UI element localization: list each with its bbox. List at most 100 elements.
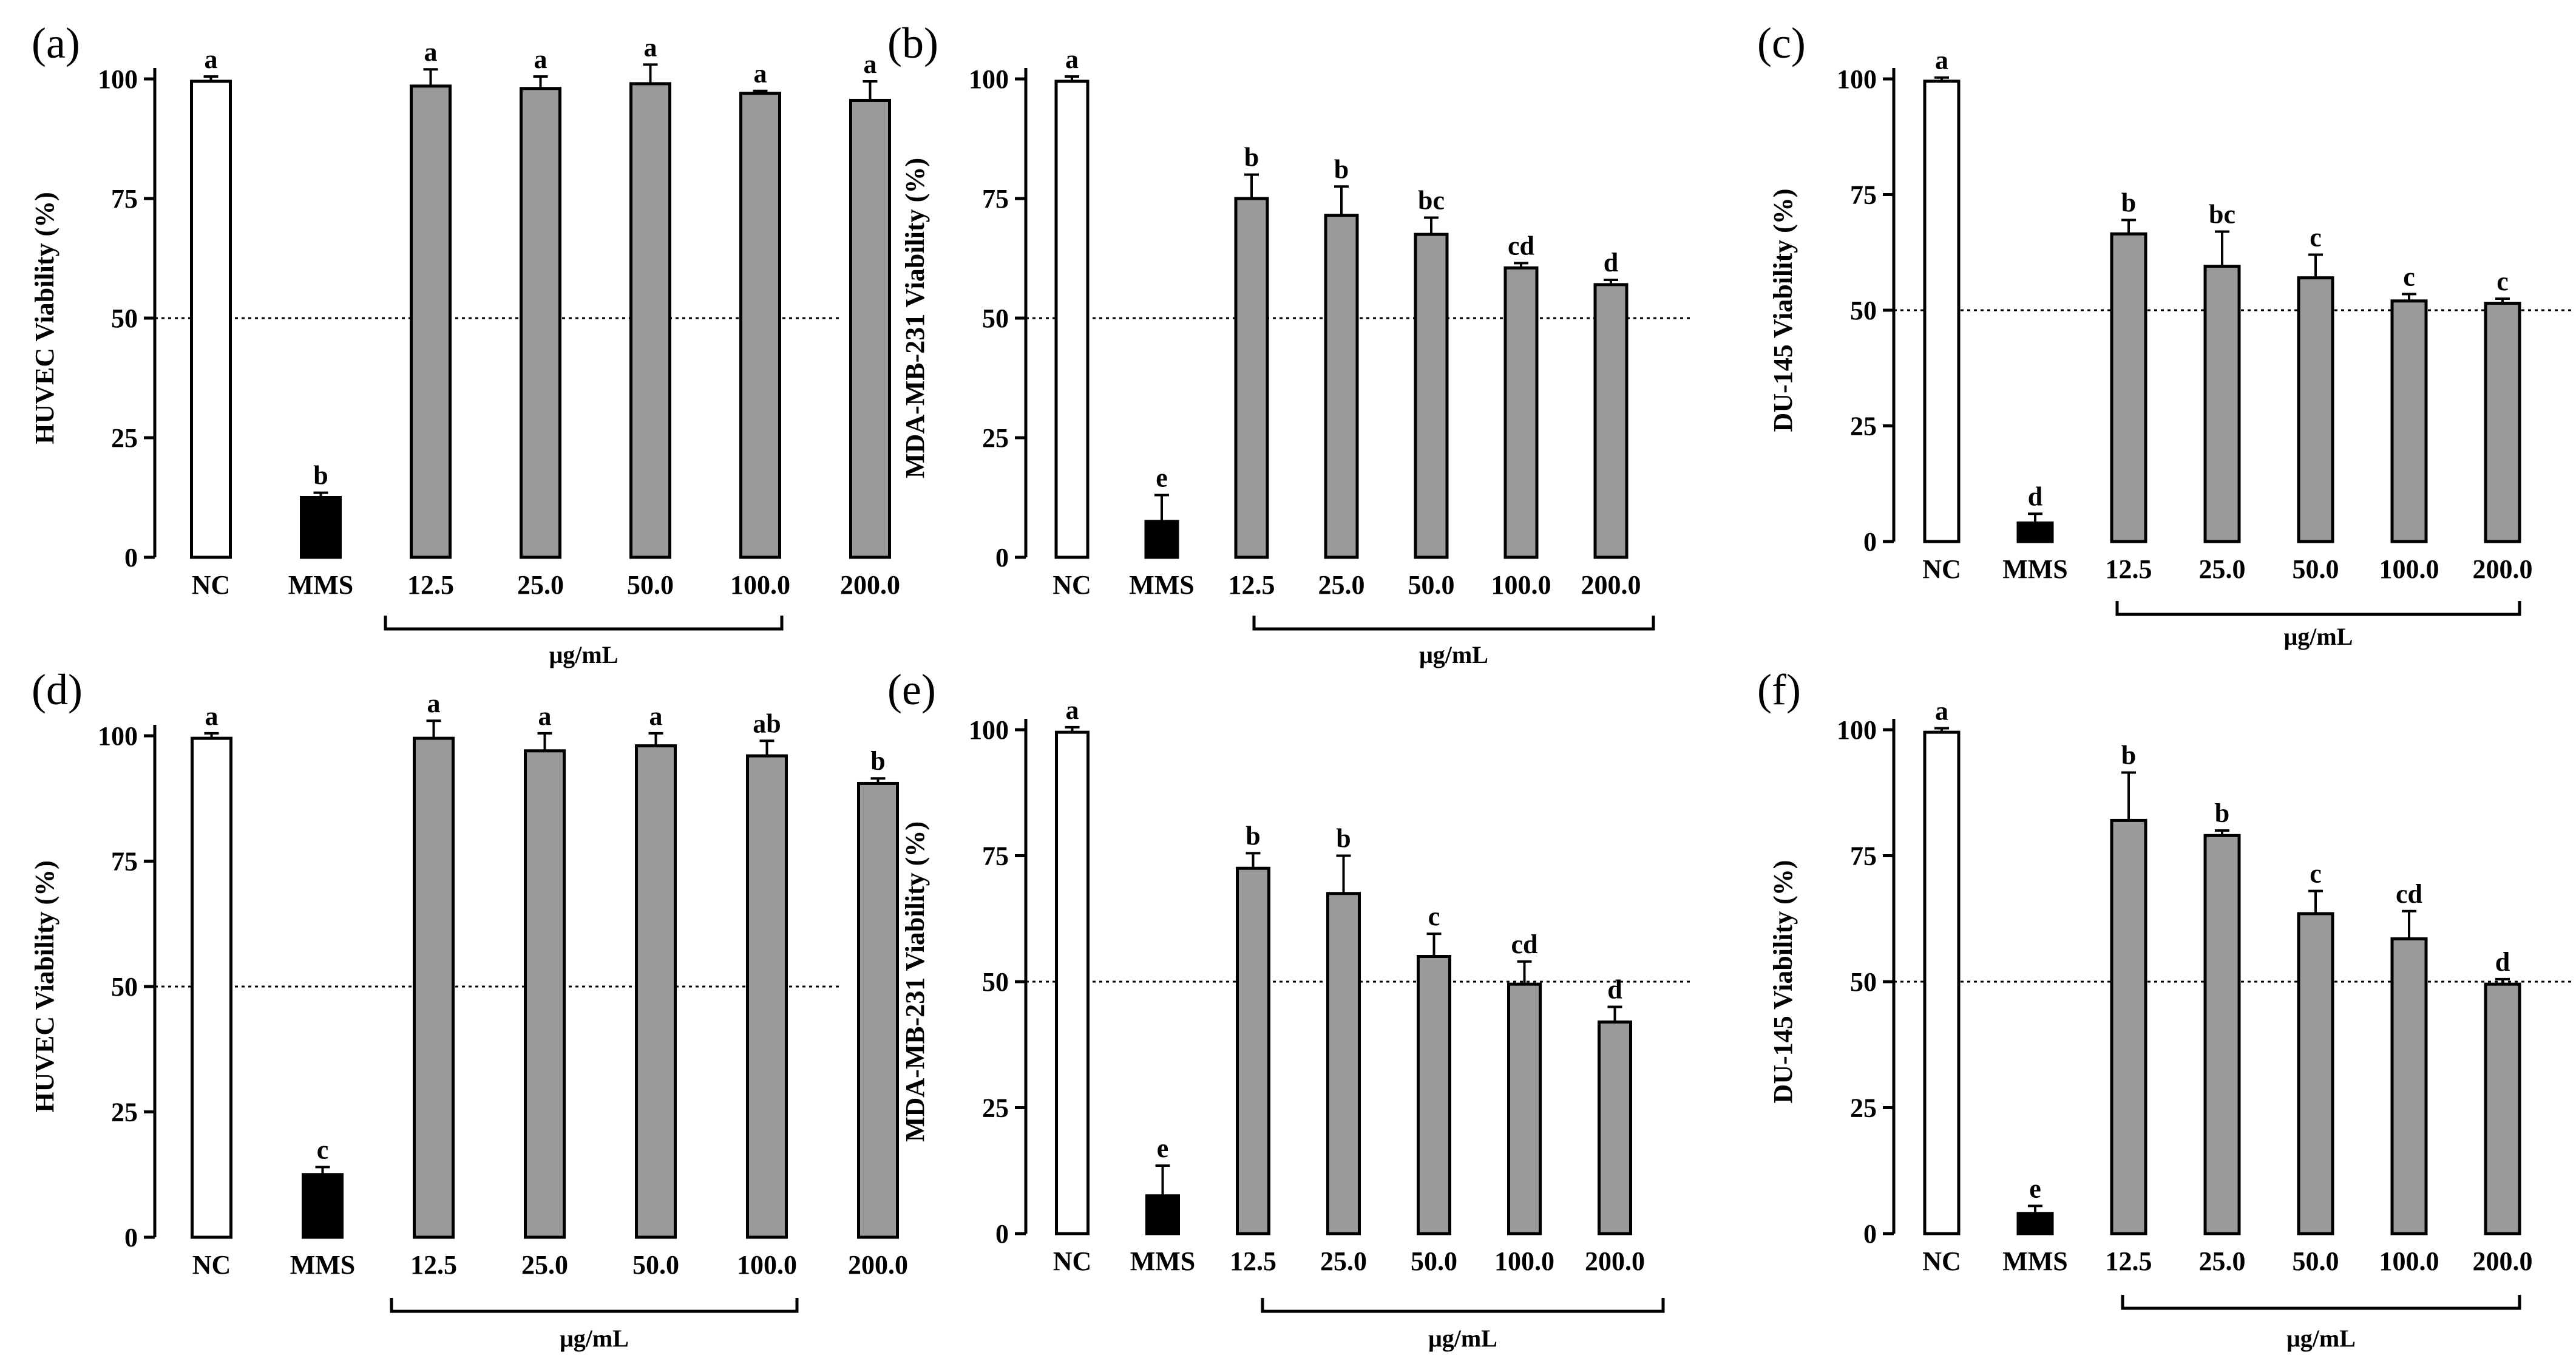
significance-letter: e xyxy=(2029,1174,2041,1203)
y-tick-label: 25 xyxy=(111,423,138,453)
bar-100.0 xyxy=(1503,266,1539,559)
panel-label: (a) xyxy=(32,19,80,67)
bar-25.0 xyxy=(1326,892,1361,1235)
significance-letter: b xyxy=(313,461,328,491)
concentration-bracket xyxy=(390,1298,799,1313)
significance-letter: a xyxy=(864,49,877,79)
bar-25.0 xyxy=(524,749,566,1239)
bar-100.0 xyxy=(2390,937,2428,1235)
y-tick-label: 25 xyxy=(982,423,1009,453)
concentration-unit-label: μg/mL xyxy=(2284,623,2353,650)
bar-12.5 xyxy=(1234,197,1269,559)
x-tick-label: MMS xyxy=(290,1250,356,1280)
x-tick-label: NC xyxy=(192,1250,231,1280)
x-tick-label: NC xyxy=(1052,570,1091,600)
concentration-bracket xyxy=(2121,1295,2521,1310)
concentration-bracket xyxy=(2115,601,2521,616)
bar-100.0 xyxy=(2390,299,2428,543)
bar-50.0 xyxy=(1417,955,1451,1235)
x-tick-label: MMS xyxy=(2002,554,2068,584)
x-tick-label: 200.0 xyxy=(840,570,900,600)
x-tick-label: 12.5 xyxy=(407,570,454,600)
significance-letter: b xyxy=(1246,821,1260,851)
panel-label: (e) xyxy=(887,665,936,714)
significance-letter: cd xyxy=(1511,929,1538,959)
bar-MMS xyxy=(300,496,342,559)
concentration-unit-label: μg/mL xyxy=(2286,1325,2356,1352)
bar-25.0 xyxy=(2203,265,2241,543)
y-tick-label: 25 xyxy=(1850,412,1877,441)
bar-50.0 xyxy=(629,82,671,559)
bar-200.0 xyxy=(2484,302,2521,543)
y-tick-label: 0 xyxy=(995,1219,1009,1249)
x-tick-label: 25.0 xyxy=(517,570,564,600)
bar-MMS xyxy=(1144,520,1179,559)
y-tick-label: 75 xyxy=(111,847,138,877)
y-tick-label: 100 xyxy=(98,64,138,94)
bar-200.0 xyxy=(2484,982,2521,1235)
significance-letter: a xyxy=(1935,46,1948,75)
bar-NC xyxy=(190,80,232,559)
bar-25.0 xyxy=(2203,834,2241,1235)
significance-letter: a xyxy=(644,32,657,62)
bar-MMS xyxy=(2016,1212,2054,1235)
significance-letter: b xyxy=(2121,188,2136,217)
bar-12.5 xyxy=(410,84,452,559)
x-tick-label: 100.0 xyxy=(730,570,790,600)
y-tick-label: 50 xyxy=(111,972,138,1002)
y-tick-label: 100 xyxy=(969,64,1009,94)
significance-letter: b xyxy=(1334,154,1349,184)
y-tick-label: 25 xyxy=(982,1093,1009,1123)
x-tick-label: 50.0 xyxy=(2293,554,2339,584)
significance-letter: a xyxy=(205,44,218,74)
y-tick-label: 0 xyxy=(1863,527,1877,557)
significance-letter: b xyxy=(1336,824,1351,854)
bar-200.0 xyxy=(1598,1020,1632,1235)
significance-letter: c xyxy=(2310,223,2322,253)
bar-NC xyxy=(191,736,232,1239)
y-tick-label: 0 xyxy=(124,543,138,572)
x-tick-label: 50.0 xyxy=(627,570,674,600)
bar-200.0 xyxy=(849,98,891,559)
x-tick-label: NC xyxy=(1053,1246,1092,1276)
x-tick-label: 100.0 xyxy=(2379,554,2439,584)
bar-NC xyxy=(1054,80,1090,559)
bar-100.0 xyxy=(1507,982,1542,1235)
x-tick-label: 25.0 xyxy=(1320,1246,1367,1276)
chart-panel-c: (c) DU-145 Viability (%) 0 25 50 75 100 a NC d MMS… xyxy=(1757,19,2571,650)
bar-12.5 xyxy=(2110,232,2147,543)
bar-100.0 xyxy=(739,92,781,559)
bar-MMS xyxy=(2016,521,2054,543)
significance-letter: c xyxy=(317,1135,329,1164)
x-tick-label: MMS xyxy=(1129,570,1195,600)
bar-50.0 xyxy=(1414,233,1449,559)
x-tick-label: 50.0 xyxy=(1411,1246,1457,1276)
y-axis-title: HUVEC Viability (%) xyxy=(30,860,59,1113)
y-axis-title: DU-145 Viability (%) xyxy=(1768,860,1798,1104)
significance-letter: c xyxy=(2496,267,2509,296)
chart-panel-e: (e) MDA-MB-231 Viability (%) 0 25 50 75 100 a NC… xyxy=(887,665,1693,1352)
x-tick-label: 12.5 xyxy=(410,1250,457,1280)
x-tick-label: 12.5 xyxy=(2106,554,2152,584)
significance-letter: d xyxy=(2495,947,2510,977)
significance-letter: cd xyxy=(2396,879,2422,909)
significance-letter: a xyxy=(538,701,552,731)
y-tick-label: 0 xyxy=(995,543,1009,572)
x-tick-label: NC xyxy=(192,570,231,600)
chart-panel-d: (d) HUVEC Viability (%) 0 25 50 75 100 a NC c MMS a… xyxy=(30,665,908,1352)
bar-MMS xyxy=(302,1173,344,1239)
y-axis-title: MDA-MB-231 Viability (%) xyxy=(900,158,930,478)
x-tick-label: 25.0 xyxy=(2199,554,2246,584)
significance-letter: e xyxy=(1156,463,1168,493)
x-tick-label: 100.0 xyxy=(737,1250,797,1280)
y-tick-label: 25 xyxy=(1850,1093,1877,1123)
y-tick-label: 75 xyxy=(982,841,1009,871)
significance-letter: a xyxy=(1935,696,1948,726)
y-tick-label: 100 xyxy=(1837,715,1877,745)
x-tick-label: 100.0 xyxy=(2379,1246,2439,1276)
significance-letter: a xyxy=(754,59,767,89)
panel-label: (b) xyxy=(887,19,938,67)
bar-25.0 xyxy=(520,87,561,559)
y-tick-label: 100 xyxy=(98,721,138,751)
